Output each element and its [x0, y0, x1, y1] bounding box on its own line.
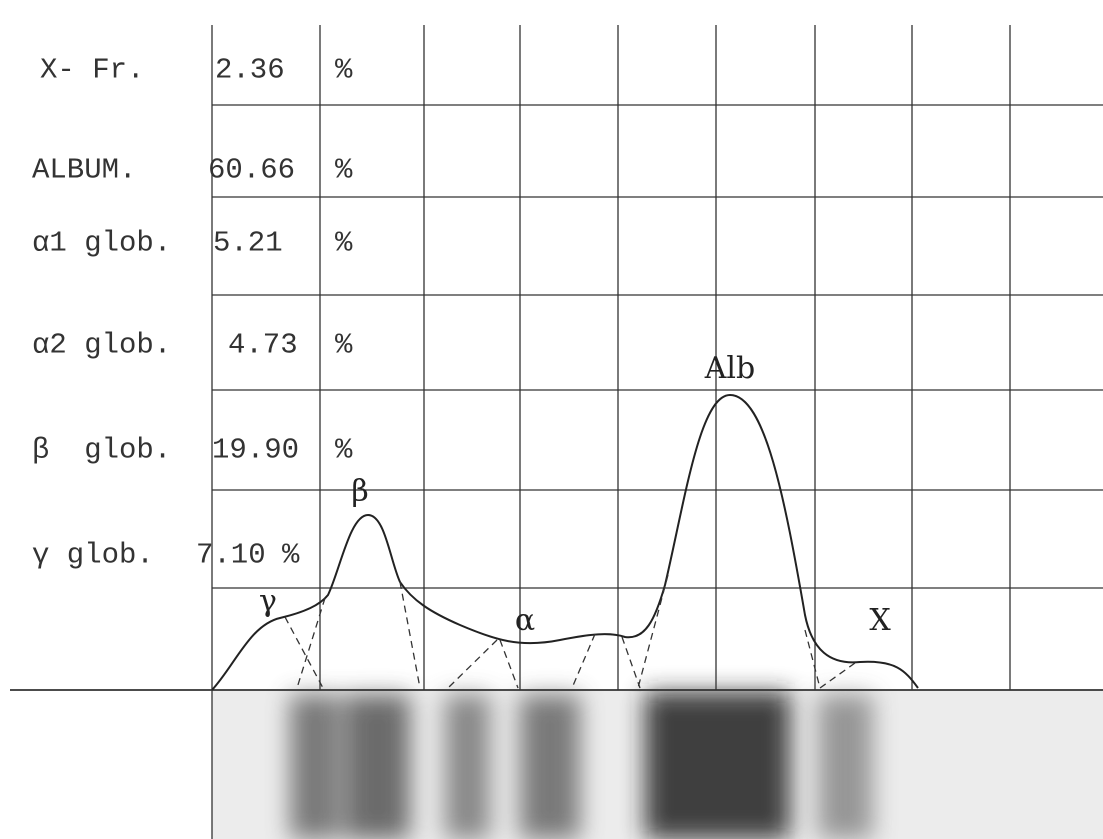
paper-strip	[212, 690, 1103, 839]
peak-label: Alb	[704, 351, 755, 386]
electrophoresis-sheet: X- Fr. 2.36% ALBUM. 60.66% α1 glob. 5.21% α2 g…	[0, 0, 1103, 839]
peak-label: α	[515, 603, 535, 638]
fraction-label: ALBUM.	[32, 154, 136, 187]
peak-label: X	[869, 603, 891, 638]
fraction-unit: %	[335, 329, 353, 362]
separation-lines	[285, 575, 855, 688]
fraction-label: α1 glob.	[32, 227, 171, 260]
fraction-value: 4.73	[228, 329, 298, 362]
fraction-value: 5.21	[213, 227, 283, 260]
fraction-unit: %	[282, 539, 300, 572]
density-curve	[212, 395, 918, 690]
fraction-unit: %	[335, 54, 353, 87]
fraction-unit: %	[335, 434, 353, 467]
peak-label: γ	[259, 584, 277, 619]
fraction-value: 2.36	[215, 54, 285, 87]
fraction-label: X- Fr.	[40, 54, 144, 87]
fraction-label: β glob.	[32, 434, 171, 467]
fraction-value: 19.90	[212, 434, 299, 467]
fraction-unit: %	[335, 154, 353, 187]
fraction-label: α2 glob.	[32, 329, 171, 362]
fraction-value: 7.10	[196, 539, 266, 572]
fraction-label: γ glob.	[32, 539, 154, 572]
peak-label: β	[351, 474, 368, 509]
fraction-table: X- Fr. 2.36% ALBUM. 60.66% α1 glob. 5.21% α2 g…	[32, 54, 353, 572]
fraction-unit: %	[335, 227, 353, 260]
fraction-value: 60.66	[208, 154, 295, 187]
